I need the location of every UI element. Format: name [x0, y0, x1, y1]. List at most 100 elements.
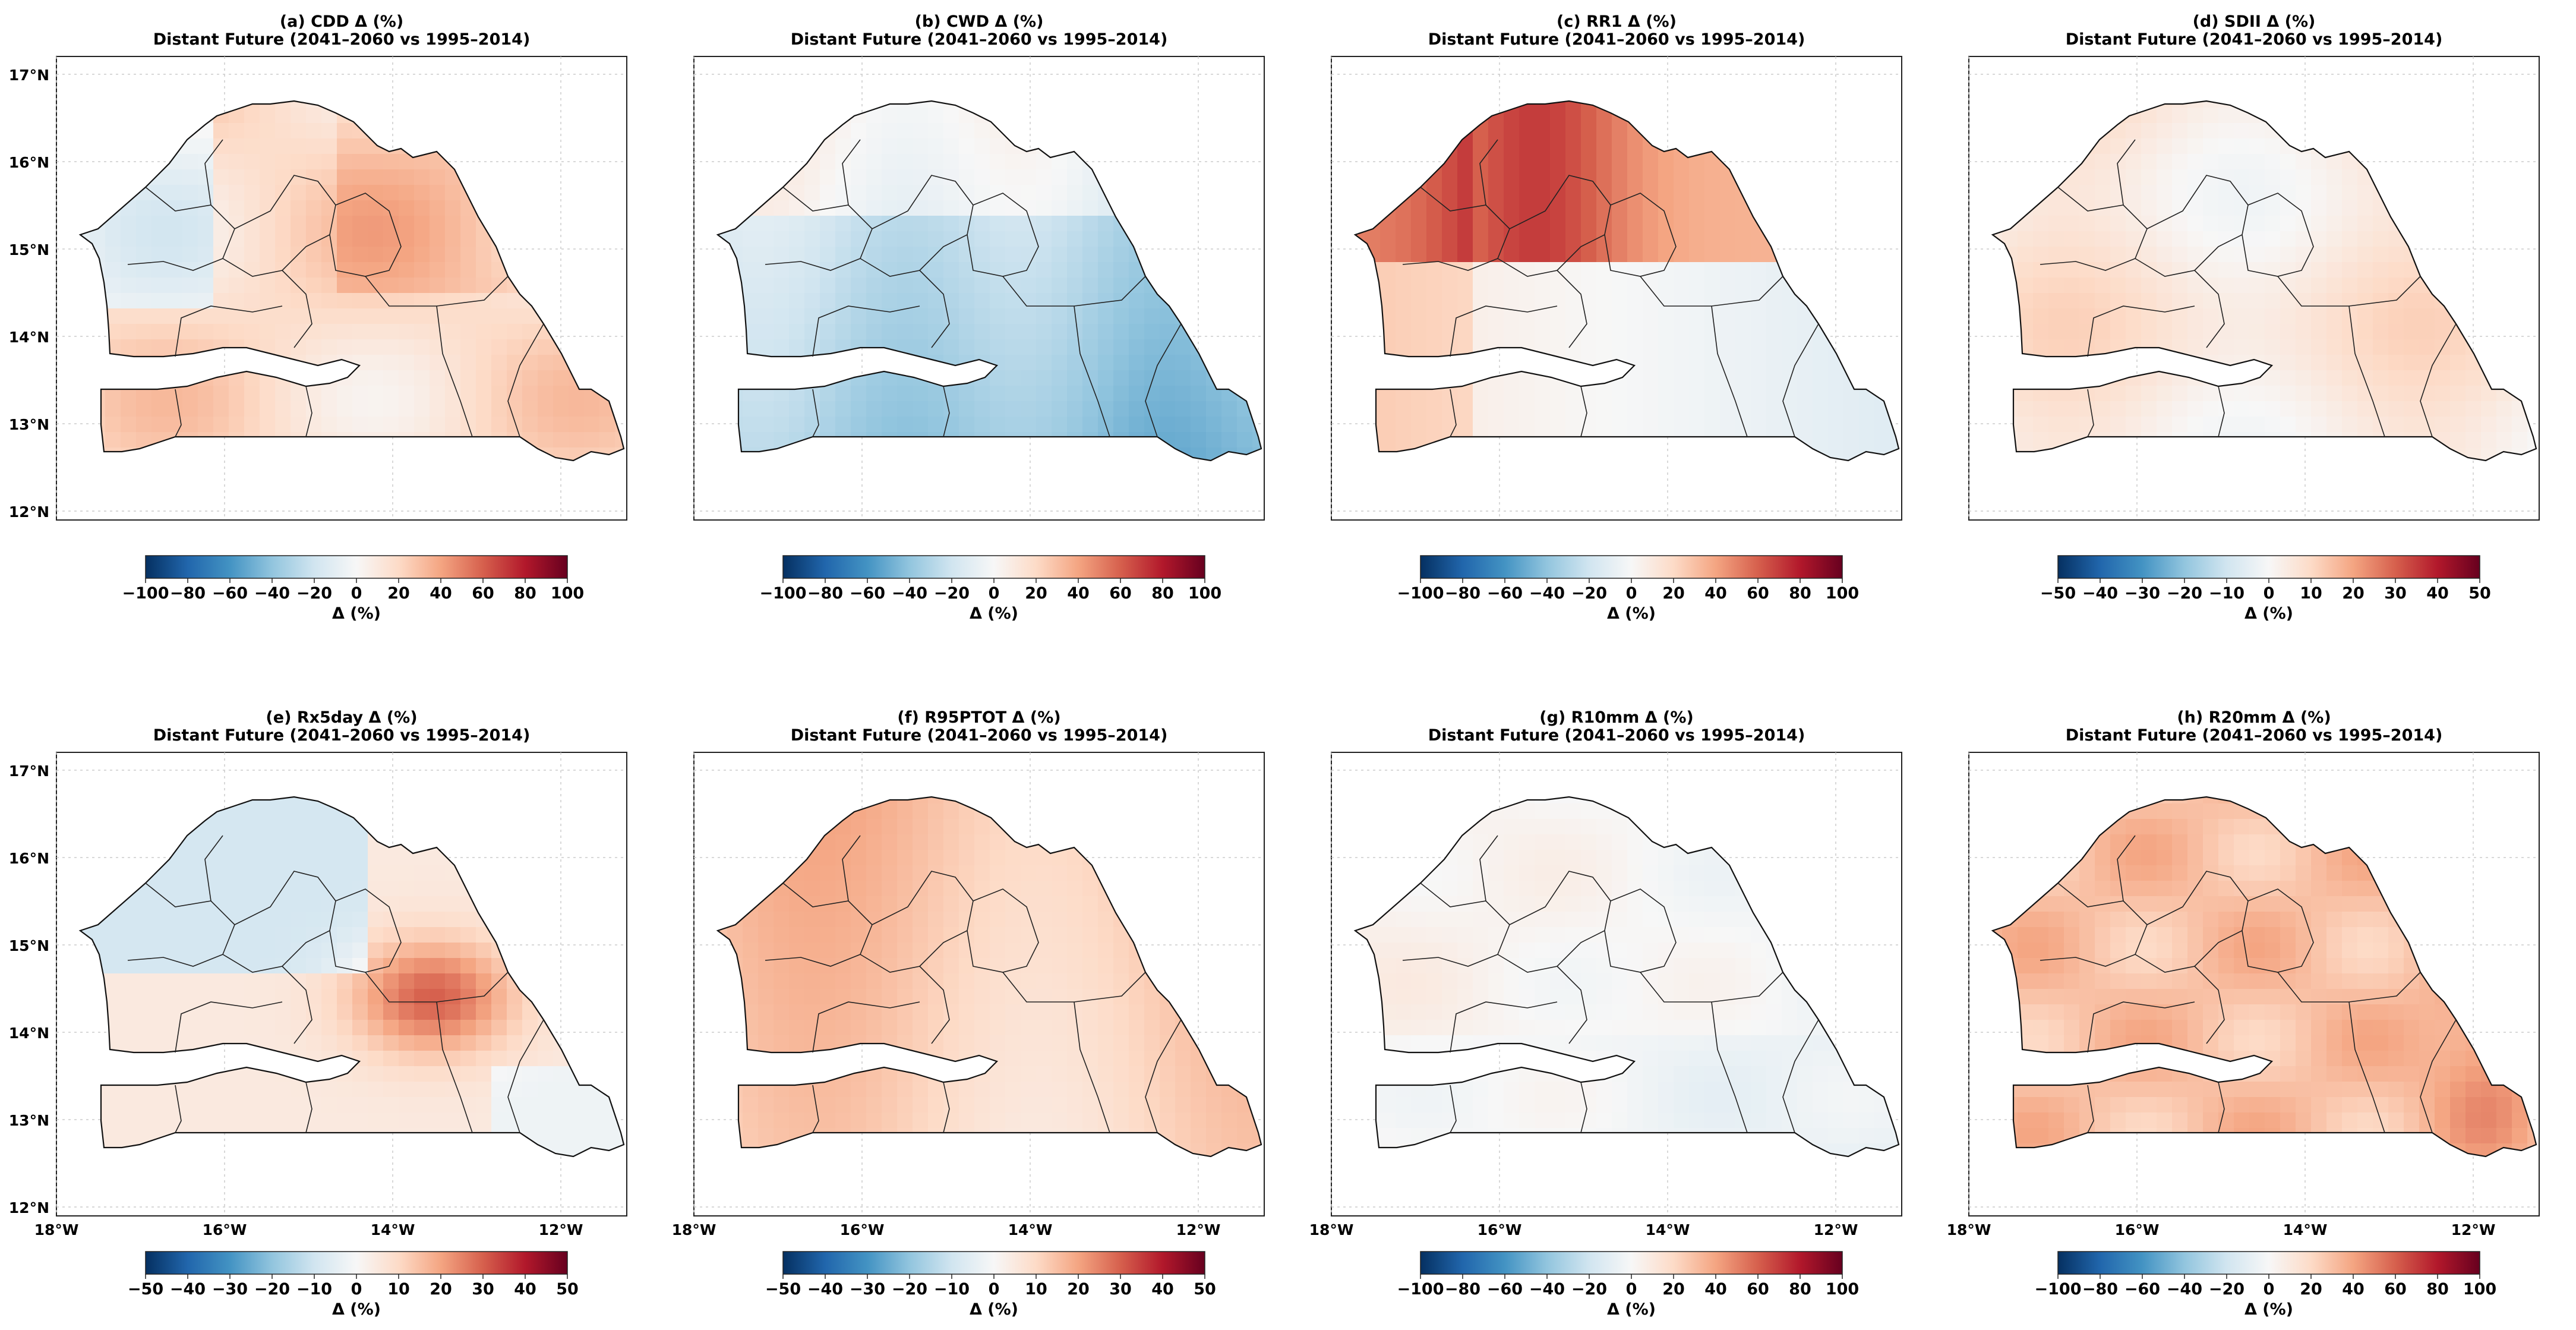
colorbar-tick-label: 0 — [989, 584, 1000, 603]
map-panel: (d) SDII Δ (%)Distant Future (2041–2060 … — [1968, 12, 2540, 623]
colorbar-tick-label: 30 — [472, 1280, 494, 1299]
colorbar-tick-label: −100 — [1397, 1280, 1444, 1299]
lat-tick-label: 17°N — [9, 67, 49, 84]
map-panel: (b) CWD Δ (%)Distant Future (2041–2060 v… — [693, 12, 1265, 623]
colorbar-tick-label: 60 — [1747, 584, 1769, 603]
colorbar-tick-label: 80 — [514, 584, 536, 603]
colorbar-tick-label: 10 — [387, 1280, 410, 1299]
colorbar: −50 −40 −30 −20 −10 0 10 20 30 40 50 Δ (%) — [2040, 555, 2491, 623]
region-borders — [2040, 835, 2457, 1133]
colorbar: −100 −80 −60 −40 −20 0 20 40 60 80 100 Δ (%) — [2035, 1251, 2496, 1319]
colorbar-tick-label: 0 — [989, 1280, 1000, 1299]
colorbar-tick-label: 50 — [1194, 1280, 1216, 1299]
panel-title: (b) CWD Δ (%) — [915, 12, 1044, 31]
colorbar-tick-label: 80 — [2426, 1280, 2449, 1299]
colorbar-tick-label: 0 — [1626, 1280, 1637, 1299]
colorbar-tick-label: 60 — [472, 584, 494, 603]
panel-subtitle: Distant Future (2041–2060 vs 1995–2014) — [153, 726, 531, 745]
lat-tick-label: 14°N — [9, 1025, 49, 1042]
colorbar-tick-label: −10 — [296, 1280, 332, 1299]
lat-tick-label: 12°N — [9, 503, 49, 521]
colorbar-gradient — [1420, 555, 1843, 579]
colorbar-tick-label: −60 — [850, 584, 885, 603]
colorbar-tick-label: −50 — [765, 1280, 801, 1299]
colorbar-tick-label: −40 — [807, 1280, 843, 1299]
map-panel: (a) CDD Δ (%)Distant Future (2041–2060 v… — [9, 12, 627, 623]
lon-tick-label: 12°W — [1176, 1221, 1221, 1238]
colorbar-tick-label: −100 — [1397, 584, 1444, 603]
colorbar-tick-label: −100 — [122, 584, 169, 603]
colorbar-tick-label: 30 — [1109, 1280, 1132, 1299]
colorbar-tick-label: 60 — [1747, 1280, 1769, 1299]
colorbar-tick-label: −30 — [850, 1280, 885, 1299]
colorbar-gradient — [2057, 555, 2480, 579]
panel-title: (h) R20mm Δ (%) — [2177, 708, 2331, 727]
panel-subtitle: Distant Future (2041–2060 vs 1995–2014) — [791, 30, 1168, 49]
colorbar-tick-label: 20 — [387, 584, 410, 603]
panel-title: (e) Rx5day Δ (%) — [266, 708, 417, 727]
colorbar: −100 −80 −60 −40 −20 0 20 40 60 80 100 Δ (%) — [1397, 555, 1859, 623]
colorbar-tick-label: 40 — [2342, 1280, 2365, 1299]
colorbar-tick-label: 0 — [2264, 1280, 2275, 1299]
colorbar-tick-label: 40 — [1067, 584, 1090, 603]
colorbar-label: Δ (%) — [2244, 1300, 2293, 1319]
colorbar-tick-label: −40 — [2167, 1280, 2202, 1299]
lon-tick-label: 16°W — [1478, 1221, 1522, 1238]
colorbar-tick-label: −40 — [1529, 1280, 1565, 1299]
colorbar-gradient — [145, 555, 568, 579]
colorbar-label: Δ (%) — [332, 604, 381, 623]
colorbar-tick-label: −20 — [892, 1280, 927, 1299]
lon-tick-label: 16°W — [840, 1221, 885, 1238]
panel-subtitle: Distant Future (2041–2060 vs 1995–2014) — [153, 30, 531, 49]
region-borders — [765, 139, 1182, 437]
colorbar-tick-label: −80 — [2082, 1280, 2118, 1299]
colorbar-gradient — [145, 1251, 568, 1275]
lat-tick-label: 17°N — [9, 762, 49, 780]
lon-tick-label: 14°W — [1646, 1221, 1690, 1238]
colorbar-tick-label: 60 — [2384, 1280, 2407, 1299]
colorbar-tick-label: 20 — [1662, 1280, 1685, 1299]
colorbar-tick-label: 40 — [1704, 1280, 1727, 1299]
map-panel: (f) R95PTOT Δ (%)Distant Future (2041–20… — [672, 708, 1265, 1319]
colorbar-tick-label: −30 — [212, 1280, 248, 1299]
colorbar-tick-label: −20 — [934, 584, 970, 603]
panel-subtitle: Distant Future (2041–2060 vs 1995–2014) — [2066, 30, 2443, 49]
panel-title: (d) SDII Δ (%) — [2193, 12, 2316, 31]
colorbar-tick-label: 80 — [1789, 584, 1811, 603]
colorbar-tick-label: 40 — [2426, 584, 2449, 603]
colorbar-tick-label: −60 — [1487, 584, 1523, 603]
region-borders — [1402, 139, 1819, 437]
map-panel: (h) R20mm Δ (%)Distant Future (2041–2060… — [1947, 708, 2540, 1319]
colorbar-tick-label: −40 — [1529, 584, 1565, 603]
map-panel: (e) Rx5day Δ (%)Distant Future (2041–206… — [9, 708, 627, 1319]
colorbar-label: Δ (%) — [332, 1300, 381, 1319]
lon-tick-label: 12°W — [1814, 1221, 1858, 1238]
colorbar-tick-label: 80 — [1789, 1280, 1811, 1299]
panel-subtitle: Distant Future (2041–2060 vs 1995–2014) — [2066, 726, 2443, 745]
colorbar-tick-label: −20 — [254, 1280, 290, 1299]
colorbar-tick-label: −10 — [934, 1280, 970, 1299]
colorbar-tick-label: −60 — [2124, 1280, 2160, 1299]
panel-title: (c) RR1 Δ (%) — [1557, 12, 1677, 31]
colorbar-tick-label: 50 — [2468, 584, 2491, 603]
lon-tick-label: 12°W — [2451, 1221, 2496, 1238]
colorbar-tick-label: 0 — [351, 1280, 362, 1299]
colorbar-tick-label: −80 — [170, 584, 206, 603]
colorbar-label: Δ (%) — [2244, 604, 2293, 623]
region-borders — [765, 835, 1182, 1133]
colorbar-tick-label: −20 — [296, 584, 332, 603]
colorbar-tick-label: 20 — [430, 1280, 452, 1299]
lat-tick-label: 16°N — [9, 850, 49, 867]
colorbar-tick-label: 10 — [2300, 584, 2322, 603]
colorbar-tick-label: 0 — [1626, 584, 1637, 603]
colorbar-tick-label: 0 — [2264, 584, 2275, 603]
region-borders — [127, 139, 544, 437]
lon-tick-label: 14°W — [371, 1221, 415, 1238]
panel-title: (a) CDD Δ (%) — [280, 12, 403, 31]
colorbar-tick-label: 100 — [1826, 1280, 1859, 1299]
colorbar-tick-label: 100 — [551, 584, 584, 603]
colorbar-tick-label: 100 — [2463, 1280, 2496, 1299]
panel-subtitle: Distant Future (2041–2060 vs 1995–2014) — [1428, 726, 1805, 745]
colorbar-tick-label: 60 — [1109, 584, 1132, 603]
colorbar-tick-label: −20 — [1571, 1280, 1607, 1299]
